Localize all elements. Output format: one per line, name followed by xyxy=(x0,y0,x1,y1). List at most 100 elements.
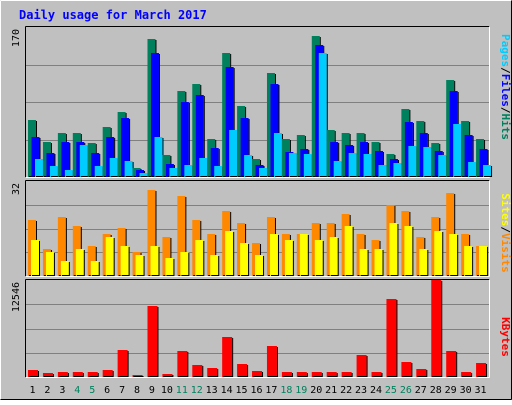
bar-sites-day-15 xyxy=(240,243,249,276)
bar-pages-day-25 xyxy=(393,163,402,177)
bar-pages-day-31 xyxy=(483,165,492,177)
x-tick-label-day-31: 31 xyxy=(475,385,487,396)
bar-kbytes-day-25 xyxy=(386,299,397,377)
bar-sites-day-1 xyxy=(31,240,39,276)
bar-sites-day-10 xyxy=(165,258,174,276)
bar-files-day-7 xyxy=(121,118,130,177)
bar-kbytes-day-9 xyxy=(147,306,158,377)
bar-kbytes-day-19 xyxy=(296,372,307,377)
x-tick-label-day-11: 11 xyxy=(176,385,188,396)
bar-sites-day-28 xyxy=(434,231,443,276)
x-tick-label-day-13: 13 xyxy=(206,385,218,396)
bar-kbytes-day-28 xyxy=(431,280,442,377)
chart-panels: 170 Pages/Files/Hits32Sites/Visits12546KB… xyxy=(11,26,512,378)
bar-visits-day-3 xyxy=(57,217,66,276)
bar-kbytes-day-16 xyxy=(252,371,263,377)
bar-kbytes-day-24 xyxy=(371,372,382,377)
bar-files-day-24 xyxy=(375,151,384,177)
bar-sites-day-23 xyxy=(359,249,368,276)
bar-visits-day-10 xyxy=(162,237,171,276)
bar-pages-day-17 xyxy=(273,133,282,177)
bar-pages-day-2 xyxy=(49,166,58,177)
bar-files-day-14 xyxy=(225,67,234,177)
bar-kbytes-day-21 xyxy=(326,372,337,377)
x-tick-label-day-14: 14 xyxy=(221,385,233,396)
legend-separator: / xyxy=(499,67,512,74)
bar-pages-day-29 xyxy=(453,124,462,177)
bar-sites-day-25 xyxy=(389,223,398,276)
bar-kbytes-day-30 xyxy=(461,372,472,377)
legend-separator: / xyxy=(499,107,512,114)
legend-kbytes: KBytes xyxy=(499,317,512,357)
x-tick-label-day-8: 8 xyxy=(134,385,140,396)
plot-area xyxy=(26,280,489,377)
kbytes-panel: 12546 KBytes xyxy=(11,279,512,378)
bar-sites-day-14 xyxy=(225,231,234,276)
bar-kbytes-day-2 xyxy=(42,373,53,377)
bar-pages-day-3 xyxy=(64,170,73,177)
bar-sites-day-2 xyxy=(45,252,54,276)
bar-pages-day-5 xyxy=(94,166,103,177)
bar-files-day-12 xyxy=(195,95,204,177)
legend-sites: Sites xyxy=(499,193,512,226)
bar-kbytes-day-14 xyxy=(222,337,233,377)
x-tick-label-day-10: 10 xyxy=(161,385,173,396)
bar-sites-day-16 xyxy=(255,255,264,276)
bar-kbytes-day-31 xyxy=(476,363,487,377)
bar-pages-day-8 xyxy=(139,173,148,177)
x-tick-label-day-28: 28 xyxy=(430,385,442,396)
bar-pages-day-11 xyxy=(184,165,193,177)
x-tick-label-day-7: 7 xyxy=(119,385,125,396)
bar-sites-day-21 xyxy=(329,237,338,276)
bar-kbytes-day-6 xyxy=(102,370,113,377)
bar-pages-day-4 xyxy=(79,145,88,177)
bar-kbytes-day-17 xyxy=(266,346,277,377)
x-tick-label-day-19: 19 xyxy=(295,385,307,396)
bar-sites-day-18 xyxy=(284,240,293,276)
visits-panel: 32 Sites/Visits xyxy=(11,180,512,277)
bar-files-day-9 xyxy=(150,53,159,177)
bar-sites-day-27 xyxy=(419,249,428,276)
bar-visits-day-9 xyxy=(147,190,156,276)
bar-sites-day-24 xyxy=(374,249,383,276)
bar-sites-day-8 xyxy=(135,255,144,276)
bar-pages-day-14 xyxy=(229,130,238,177)
bar-pages-day-18 xyxy=(288,153,297,177)
bar-kbytes-day-26 xyxy=(401,362,412,377)
bar-sites-day-9 xyxy=(150,246,159,276)
bar-pages-day-13 xyxy=(214,166,223,177)
x-tick-label-day-21: 21 xyxy=(325,385,337,396)
bar-files-day-5 xyxy=(91,153,100,177)
x-tick-label-day-18: 18 xyxy=(280,385,292,396)
bar-sites-day-13 xyxy=(210,255,219,276)
bar-pages-day-21 xyxy=(333,161,342,177)
bar-pages-day-6 xyxy=(109,158,118,177)
x-tick-label-day-30: 30 xyxy=(460,385,472,396)
x-tick-label-day-1: 1 xyxy=(29,385,35,396)
bar-sites-day-7 xyxy=(120,246,129,276)
x-tick-label-day-2: 2 xyxy=(44,385,50,396)
x-tick-label-day-16: 16 xyxy=(250,385,262,396)
bar-kbytes-day-5 xyxy=(87,372,98,377)
legend-pages: Pages xyxy=(499,34,512,67)
bar-pages-day-23 xyxy=(363,154,372,177)
bar-kbytes-day-15 xyxy=(237,364,248,377)
bar-kbytes-day-29 xyxy=(446,351,457,377)
bar-pages-day-30 xyxy=(468,162,477,177)
x-tick-label-day-6: 6 xyxy=(104,385,110,396)
bar-kbytes-day-20 xyxy=(311,372,322,377)
x-tick-label-day-23: 23 xyxy=(355,385,367,396)
bar-pages-day-22 xyxy=(348,153,357,177)
bar-pages-day-28 xyxy=(438,155,447,177)
bar-pages-day-9 xyxy=(154,137,163,177)
x-tick-label-day-25: 25 xyxy=(385,385,397,396)
bar-sites-day-4 xyxy=(75,249,84,276)
legend: Sites/Visits xyxy=(499,193,512,273)
bar-kbytes-day-12 xyxy=(192,365,203,377)
bar-kbytes-day-7 xyxy=(117,350,128,377)
x-tick-label-day-9: 9 xyxy=(149,385,155,396)
x-tick-label-day-4: 4 xyxy=(74,385,80,396)
bar-sites-day-5 xyxy=(90,261,99,276)
